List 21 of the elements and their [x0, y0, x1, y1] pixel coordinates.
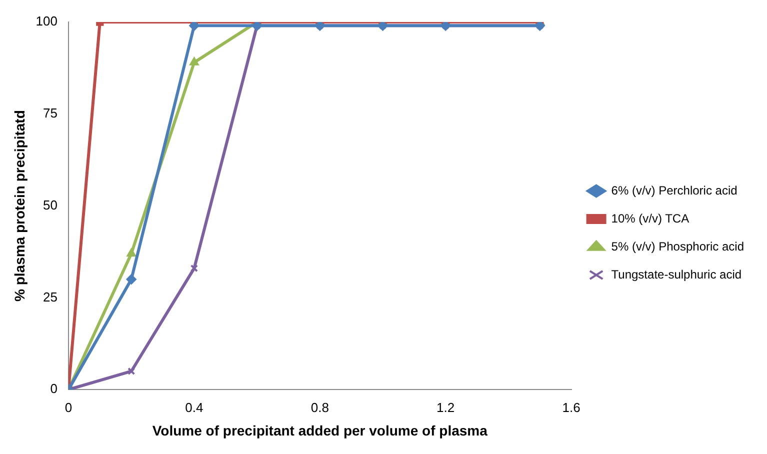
x-tick-label: 0.8: [310, 400, 329, 415]
point: [126, 248, 136, 257]
point: [190, 264, 198, 272]
legend-label: 10% (v/v) TCA: [611, 211, 690, 226]
x-axis-title: Volume of precipitant added per volume of plasma: [152, 422, 488, 438]
y-tick-label: 75: [43, 105, 58, 120]
y-tick-label: 25: [43, 289, 58, 304]
y-axis-title: % plasma protein precipitatd: [11, 110, 28, 302]
x-tick-label: 1.2: [436, 400, 455, 415]
x-tick-label: 0: [64, 400, 72, 415]
legend-label: 6% (v/v) Perchloric acid: [611, 183, 738, 198]
point: [126, 274, 136, 284]
y-tick-label: 50: [43, 197, 58, 212]
legend-label: Tungstate-sulphuric acid: [611, 267, 742, 282]
y-tick-label: 100: [36, 14, 58, 29]
point: [189, 22, 200, 31]
legend-label: 5% (v/v) Phosphoric acid: [611, 239, 744, 254]
point: [128, 367, 136, 376]
x-tick-label: 1.6: [562, 400, 580, 415]
x-tick-label: 0.4: [185, 400, 204, 415]
y-tick-label: 0: [50, 381, 58, 396]
